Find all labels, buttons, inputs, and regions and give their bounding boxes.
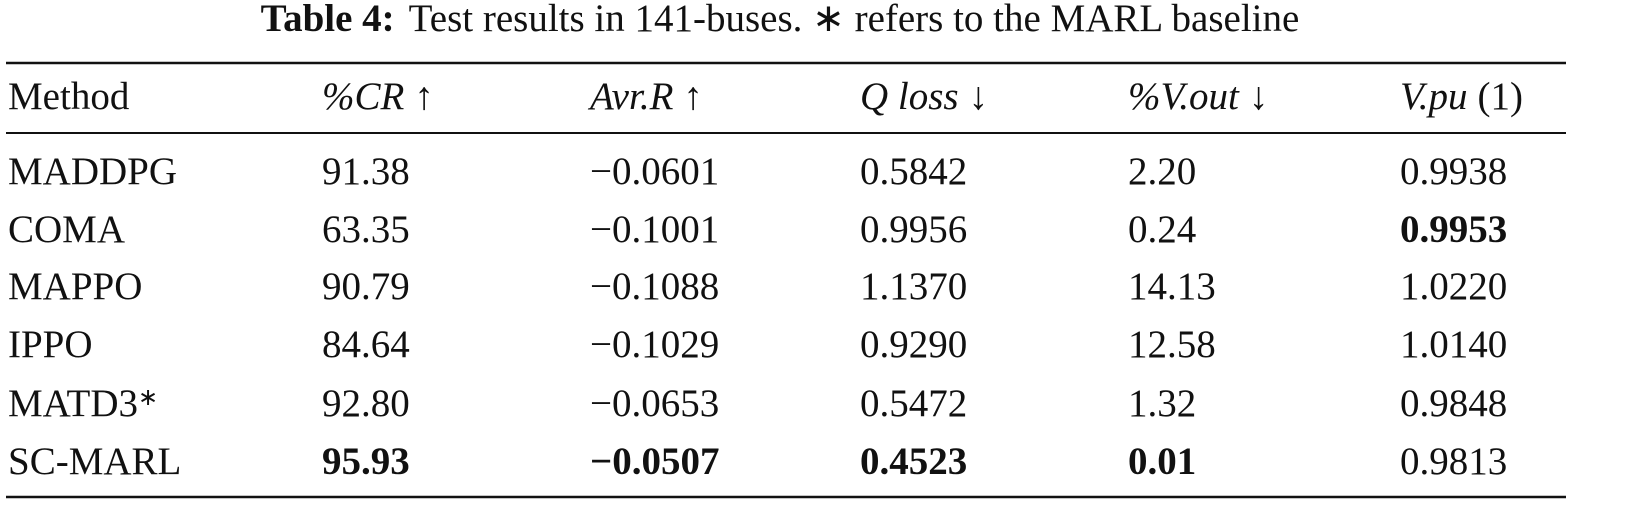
value-cell: 0.9956	[860, 208, 967, 251]
cell-text: COMA	[8, 208, 125, 251]
value-cell: −0.0601	[590, 150, 719, 193]
caption: Table 4: Test results in 141-buses. ∗ ref…	[261, 0, 1300, 40]
header-cell: V.pu (1)	[1400, 75, 1523, 118]
header-mark: ↑	[414, 75, 434, 118]
value-cell: 0.9848	[1400, 382, 1507, 425]
value-cell: 90.79	[322, 265, 410, 308]
cell-text: 90.79	[322, 265, 410, 308]
cell-text: 0.01	[1128, 440, 1196, 483]
cell-text: 0.9956	[860, 208, 967, 251]
caption-label: Table 4:	[261, 0, 395, 40]
cell-text: 84.64	[322, 323, 410, 366]
value-cell: 0.9953	[1400, 208, 1507, 251]
value-cell: 92.80	[322, 382, 410, 425]
cell-text: MATD3	[8, 382, 138, 425]
cell-text: 0.4523	[860, 440, 967, 483]
value-cell: 14.13	[1128, 265, 1216, 308]
method-cell: MAPPO	[8, 265, 142, 308]
value-cell: 0.5472	[860, 382, 967, 425]
value-cell: 95.93	[322, 440, 410, 483]
value-cell: 0.9290	[860, 323, 967, 366]
value-cell: 12.58	[1128, 323, 1216, 366]
value-cell: 0.01	[1128, 440, 1196, 483]
cell-text: −0.0507	[590, 440, 719, 483]
cell-text: 95.93	[322, 440, 410, 483]
cell-text: 1.0140	[1400, 323, 1507, 366]
header-cell: Method	[8, 75, 130, 118]
value-cell: 63.35	[322, 208, 410, 251]
cell-text: 0.24	[1128, 208, 1196, 251]
cell-text: 0.5842	[860, 150, 967, 193]
value-cell: 84.64	[322, 323, 410, 366]
method-cell: MATD3∗	[8, 382, 158, 425]
header-name: %V.out	[1128, 75, 1240, 118]
header-name: Avr.R	[587, 75, 674, 118]
cell-text: 12.58	[1128, 323, 1216, 366]
value-cell: 1.0220	[1400, 265, 1507, 308]
cell-note: ∗	[138, 385, 158, 411]
method-cell: IPPO	[8, 323, 93, 366]
cell-text: −0.0653	[590, 382, 719, 425]
header-mark: ↑	[683, 75, 703, 118]
header-mark: (1)	[1478, 75, 1523, 118]
value-cell: 91.38	[322, 150, 410, 193]
value-cell: 2.20	[1128, 150, 1196, 193]
method-cell: SC-MARL	[8, 440, 181, 483]
cell-text: 91.38	[322, 150, 410, 193]
header-cell: %CR ↑	[322, 75, 434, 118]
header-name: Q loss	[860, 75, 959, 118]
value-cell: 1.32	[1128, 382, 1196, 425]
cell-text: 1.0220	[1400, 265, 1507, 308]
cell-text: −0.1001	[590, 208, 719, 251]
cell-text: 0.9290	[860, 323, 967, 366]
cell-text: 1.32	[1128, 382, 1196, 425]
value-cell: 0.9813	[1400, 440, 1507, 483]
cell-text: MADDPG	[8, 150, 177, 193]
value-cell: 1.1370	[860, 265, 967, 308]
cell-text: 2.20	[1128, 150, 1196, 193]
header-name: %CR	[322, 75, 405, 118]
header-name: V.pu	[1400, 75, 1468, 118]
value-cell: 1.0140	[1400, 323, 1507, 366]
value-cell: 0.9938	[1400, 150, 1507, 193]
method-cell: COMA	[8, 208, 125, 251]
cell-text: −0.0601	[590, 150, 719, 193]
header-name: Method	[8, 75, 130, 118]
cell-text: 0.5472	[860, 382, 967, 425]
value-cell: −0.1001	[590, 208, 719, 251]
value-cell: −0.1029	[590, 323, 719, 366]
cell-text: 0.9813	[1400, 440, 1507, 483]
value-cell: 0.24	[1128, 208, 1196, 251]
header-cell: Q loss ↓	[860, 75, 988, 118]
header-mark: ↓	[1249, 75, 1269, 118]
cell-text: 92.80	[322, 382, 410, 425]
value-cell: −0.1088	[590, 265, 719, 308]
cell-text: SC-MARL	[8, 440, 181, 483]
method-cell: MADDPG	[8, 150, 177, 193]
caption-text: Test results in 141-buses. ∗ refers to t…	[409, 0, 1300, 40]
cell-text: 0.9953	[1400, 208, 1507, 251]
cell-text: 0.9848	[1400, 382, 1507, 425]
cell-text: −0.1088	[590, 265, 719, 308]
header-mark: ↓	[969, 75, 989, 118]
cell-text: 63.35	[322, 208, 410, 251]
header-cell: Avr.R ↑	[587, 75, 703, 118]
value-cell: −0.0653	[590, 382, 719, 425]
cell-text: 1.1370	[860, 265, 967, 308]
cell-text: IPPO	[8, 323, 93, 366]
cell-text: −0.1029	[590, 323, 719, 366]
value-cell: 0.4523	[860, 440, 967, 483]
cell-text: MAPPO	[8, 265, 142, 308]
value-cell: −0.0507	[590, 440, 719, 483]
cell-text: 14.13	[1128, 265, 1216, 308]
value-cell: 0.5842	[860, 150, 967, 193]
header-cell: %V.out ↓	[1128, 75, 1268, 118]
cell-text: 0.9938	[1400, 150, 1507, 193]
